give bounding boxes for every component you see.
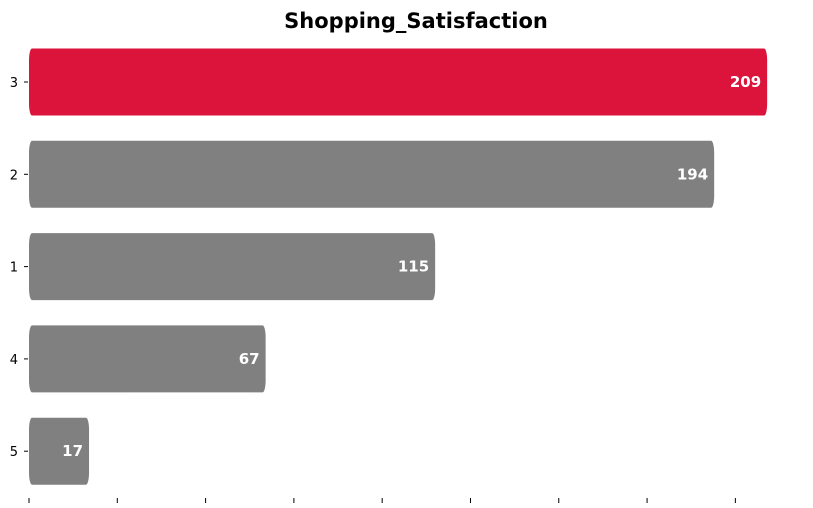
y-tick-label-2: 2 bbox=[10, 168, 18, 183]
bar-5 bbox=[29, 417, 90, 485]
chart-title: Shopping_Satisfaction bbox=[284, 9, 548, 33]
bar-value-label-3: 209 bbox=[730, 73, 761, 91]
bar-1 bbox=[29, 233, 436, 301]
bar-2 bbox=[29, 140, 715, 208]
bar-3 bbox=[29, 48, 768, 116]
y-tick-label-5: 5 bbox=[10, 445, 18, 460]
bar-4 bbox=[29, 325, 266, 393]
bar-value-label-1: 115 bbox=[398, 258, 429, 276]
y-tick-label-3: 3 bbox=[10, 76, 18, 91]
y-tick-label-4: 4 bbox=[10, 353, 18, 368]
y-tick-label-1: 1 bbox=[10, 261, 18, 276]
y-axis: 3 2 1 4 5 bbox=[10, 76, 28, 460]
bar-value-label-5: 17 bbox=[62, 442, 83, 460]
bars-layer: 209 194 115 67 17 bbox=[29, 48, 768, 485]
x-axis bbox=[28, 498, 736, 503]
bar-value-label-4: 67 bbox=[239, 350, 260, 368]
bar-value-label-2: 194 bbox=[677, 165, 708, 183]
